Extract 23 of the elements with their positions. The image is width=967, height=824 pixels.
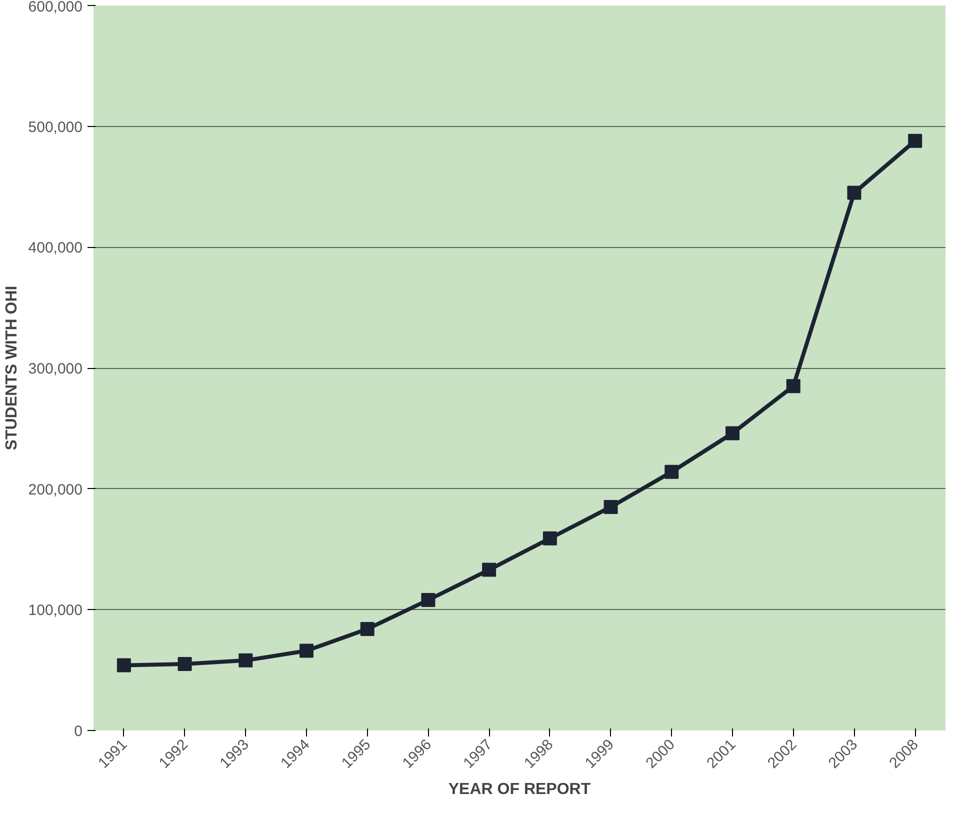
point	[178, 657, 192, 672]
point	[542, 531, 557, 546]
x-axis-title: YEAR OF REPORT	[448, 780, 591, 798]
y-axis-title: STUDENTS WITH OHI	[3, 286, 20, 450]
y-tick-label: 0	[74, 723, 82, 740]
point	[847, 186, 862, 200]
point	[421, 593, 436, 607]
point	[116, 658, 131, 672]
point	[786, 379, 800, 394]
point	[300, 644, 314, 658]
point	[238, 653, 253, 668]
point	[664, 464, 679, 479]
y-tick-label: 300,000	[28, 360, 83, 378]
y-tick-label: 500,000	[28, 118, 83, 136]
y-tick-label: 100,000	[28, 602, 83, 620]
y-tick-label: 600,000	[28, 0, 83, 16]
point	[604, 500, 618, 514]
point	[726, 426, 740, 440]
point	[908, 134, 922, 148]
point	[360, 622, 374, 636]
point	[482, 562, 496, 577]
y-tick-label: 400,000	[28, 240, 83, 257]
y-tick-label: 200,000	[28, 481, 83, 498]
